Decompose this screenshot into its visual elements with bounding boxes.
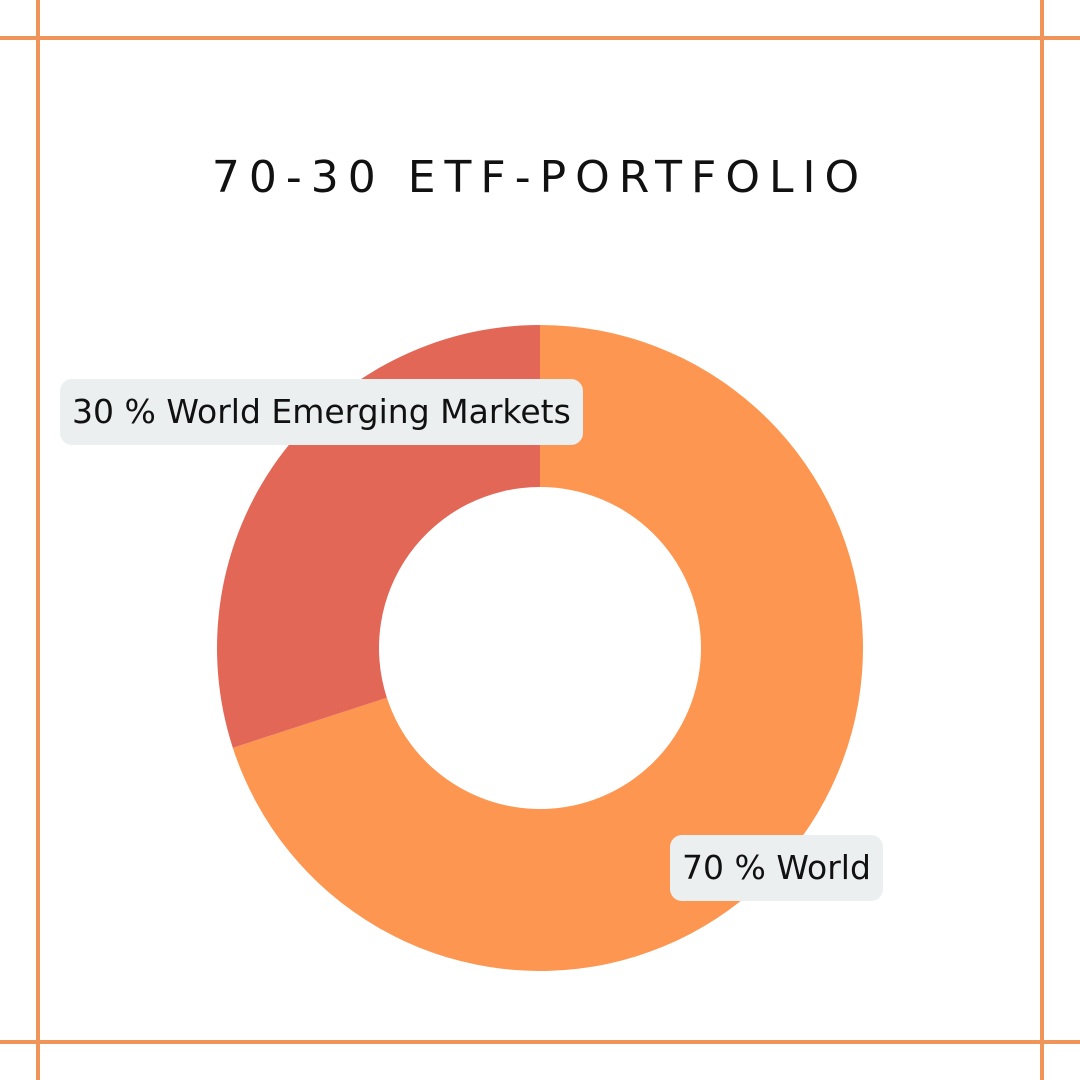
label-world: 70 % World	[670, 835, 883, 901]
donut-slice-world	[232, 325, 864, 971]
chart-title: 70-30 ETF-PORTFOLIO	[211, 152, 869, 203]
frame-line-top	[0, 36, 1080, 40]
frame-line-left	[36, 0, 40, 1080]
label-emerging-markets: 30 % World Emerging Markets	[60, 379, 583, 445]
frame-line-bottom	[0, 1040, 1080, 1044]
frame-line-right	[1040, 0, 1044, 1080]
